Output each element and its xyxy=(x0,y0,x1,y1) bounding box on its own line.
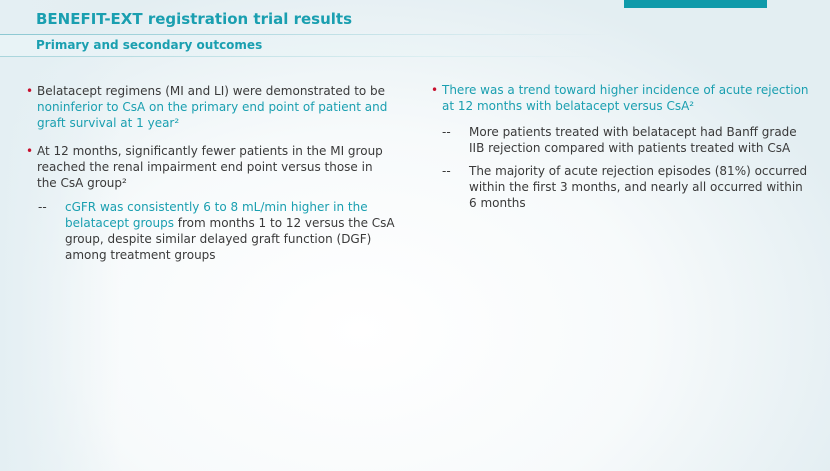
sub-bullet-text: from months 1 to 12 versus the CsA group… xyxy=(65,216,395,262)
slide-background-left-fade xyxy=(0,0,120,471)
sub-bullet-dash: -- xyxy=(38,200,47,214)
sub-bullet-banff: -- More patients treated with belatacept… xyxy=(442,124,811,156)
bullet-highlight-text: There was a trend toward higher incidenc… xyxy=(442,83,809,113)
title-divider xyxy=(0,34,610,35)
sub-bullet-text: More patients treated with belatacept ha… xyxy=(469,125,797,155)
sub-bullet-dash: -- xyxy=(442,125,451,139)
bullet-dot-icon: • xyxy=(431,83,439,97)
slide-title: BENEFIT-EXT registration trial results xyxy=(36,10,353,28)
bullet-noninferiority: • Belatacept regimens (MI and LI) were d… xyxy=(26,83,396,131)
slide-subtitle: Primary and secondary outcomes xyxy=(36,38,263,52)
right-column: • There was a trend toward higher incide… xyxy=(431,82,811,218)
left-column: • Belatacept regimens (MI and LI) were d… xyxy=(26,83,396,270)
sub-bullet-cgfr: -- cGFR was consistently 6 to 8 mL/min h… xyxy=(38,199,396,263)
sub-bullet-text: The majority of acute rejection episodes… xyxy=(469,164,808,210)
sub-bullet-highlight-text: cGFR was consistently 6 to 8 mL/min high… xyxy=(65,200,368,230)
sub-bullet-dash: -- xyxy=(442,164,451,178)
bullet-acute-rejection: • There was a trend toward higher incide… xyxy=(431,82,811,114)
bullet-dot-icon: • xyxy=(26,84,34,98)
top-accent-bar xyxy=(624,0,767,8)
subtitle-band xyxy=(0,35,610,56)
bullet-dot-icon: • xyxy=(26,144,34,158)
bullet-text: At 12 months, significantly fewer patien… xyxy=(37,144,383,190)
bullet-highlight-text: noninferior to CsA on the primary end po… xyxy=(37,100,388,130)
subtitle-divider xyxy=(0,56,610,57)
bullet-renal-impairment: • At 12 months, significantly fewer pati… xyxy=(26,143,396,191)
bullet-text: Belatacept regimens (MI and LI) were dem… xyxy=(37,84,386,98)
sub-bullet-timing: -- The majority of acute rejection episo… xyxy=(442,163,811,211)
